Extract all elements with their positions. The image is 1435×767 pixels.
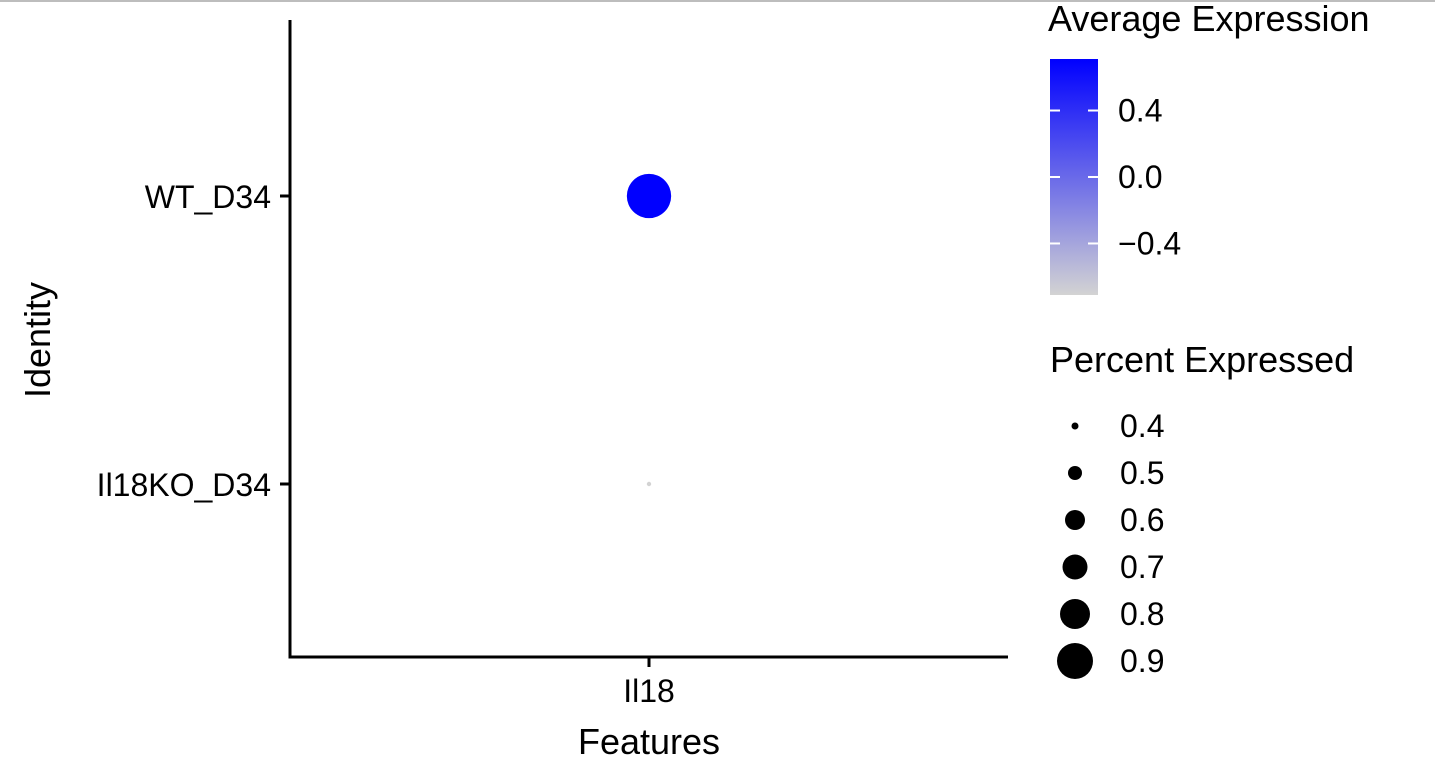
- size-legend-label: 0.5: [1120, 455, 1164, 491]
- size-legend-dot: [1071, 422, 1079, 430]
- size-legend-label: 0.4: [1120, 408, 1164, 444]
- color-tick-label: 0.4: [1118, 93, 1162, 129]
- y-tick-label: Il18KO_D34: [97, 467, 271, 503]
- color-tick-label: 0.0: [1118, 159, 1162, 195]
- dot-il18ko-d34: [646, 481, 652, 487]
- x-tick-label: Il18: [623, 673, 675, 709]
- color-tick-label: −0.4: [1118, 225, 1181, 261]
- size-legend-label: 0.8: [1120, 596, 1164, 632]
- color-legend-title: Average Expression: [1048, 0, 1370, 39]
- size-legend-items: 0.4 0.5 0.6 0.7 0.8 0.9: [1057, 408, 1164, 679]
- size-legend-dot: [1060, 599, 1090, 629]
- y-axis-title: Identity: [17, 282, 58, 398]
- data-points: [626, 173, 672, 487]
- size-legend-title: Percent Expressed: [1050, 339, 1354, 380]
- y-ticks: WT_D34 Il18KO_D34: [97, 179, 290, 503]
- top-border: [0, 0, 1435, 2]
- size-legend-dot: [1057, 643, 1093, 679]
- size-legend-dot: [1062, 554, 1088, 580]
- size-legend-label: 0.7: [1120, 549, 1164, 585]
- size-legend-label: 0.6: [1120, 502, 1164, 538]
- x-ticks: Il18: [623, 657, 675, 709]
- size-legend-label: 0.9: [1120, 643, 1164, 679]
- size-legend-dot: [1065, 510, 1085, 530]
- size-legend-dot: [1068, 466, 1082, 480]
- y-tick-label: WT_D34: [145, 179, 271, 215]
- dot-wt-d34: [626, 173, 672, 219]
- color-legend-ticks: 0.4 0.0 −0.4: [1050, 93, 1181, 261]
- x-axis-title: Features: [578, 721, 720, 762]
